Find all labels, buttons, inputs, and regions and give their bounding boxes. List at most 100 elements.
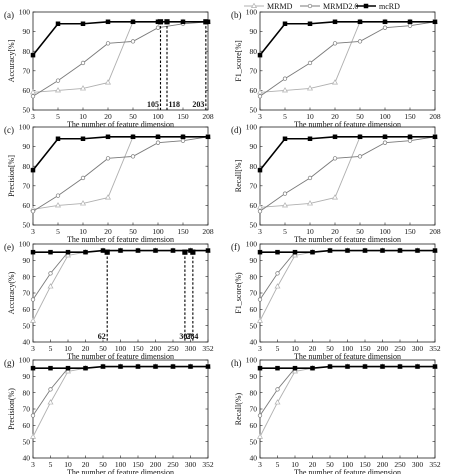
y-tick-label: 100 <box>19 240 31 249</box>
data-point <box>65 365 71 371</box>
data-point <box>257 94 263 99</box>
plot-frame <box>259 243 436 343</box>
y-tick-label: 80 <box>250 388 258 397</box>
data-point <box>282 136 288 142</box>
y-tick-label: 80 <box>23 162 31 171</box>
x-axis-label: The number of feature dimension <box>67 468 174 474</box>
x-tick-label: 20 <box>82 460 90 469</box>
data-point <box>357 154 363 159</box>
data-point <box>30 413 36 418</box>
legend-marker <box>307 3 313 9</box>
y-tick-label: 40 <box>23 338 31 347</box>
marker-label: 105 <box>147 100 159 109</box>
y-tick-label: 90 <box>23 372 31 381</box>
legend-marker <box>363 3 369 9</box>
y-tick-label: 40 <box>23 454 31 463</box>
data-point <box>30 297 36 302</box>
plot-frame <box>32 243 209 343</box>
y-tick-label: 100 <box>246 123 258 132</box>
legend: MRMD MRMD2.0 mcRD <box>244 2 400 11</box>
marker-square <box>104 249 110 255</box>
data-point <box>282 76 288 81</box>
marker-label: 118 <box>169 100 181 109</box>
x-tick-label: 150 <box>132 344 144 353</box>
series-mcrd <box>30 248 211 255</box>
series-line <box>32 136 209 212</box>
x-axis-label: The number of feature dimension <box>294 468 401 474</box>
y-tick-label: 60 <box>250 201 258 210</box>
y-tick-label: 60 <box>23 305 31 314</box>
y-tick-label: 100 <box>246 8 258 17</box>
x-tick-label: 5 <box>276 344 280 353</box>
data-point <box>83 365 88 371</box>
data-point <box>362 248 368 253</box>
series-line <box>259 250 435 321</box>
data-point <box>357 39 363 44</box>
data-point <box>55 136 61 142</box>
y-tick-label: 90 <box>250 372 258 381</box>
plot-frame <box>32 11 209 111</box>
data-point <box>55 78 61 83</box>
data-point <box>180 134 186 140</box>
x-tick-label: 10 <box>64 344 72 353</box>
x-tick-label: 5 <box>56 227 60 236</box>
x-tick-label: 3 <box>258 112 262 121</box>
y-tick-label: 100 <box>19 8 31 17</box>
series-line <box>259 250 435 300</box>
x-tick-label: 10 <box>291 344 299 353</box>
data-point <box>307 21 313 27</box>
y-tick-label: 90 <box>23 142 31 151</box>
x-tick-label: 3 <box>31 460 35 469</box>
marker-line-203: 203 <box>192 19 209 110</box>
data-point <box>306 85 314 91</box>
data-point <box>135 248 141 253</box>
data-point <box>188 364 193 369</box>
x-axis-label: The number of feature dimension <box>294 352 401 361</box>
data-point <box>382 140 388 145</box>
x-tick-label: 5 <box>283 227 287 236</box>
x-tick-label: 5 <box>283 112 287 121</box>
data-point <box>105 134 111 140</box>
y-tick-label: 70 <box>23 181 31 190</box>
data-point <box>47 399 54 405</box>
data-point <box>407 19 413 25</box>
series-mrmd <box>256 363 439 439</box>
legend-label: mcRD <box>379 2 400 11</box>
data-point <box>79 85 87 91</box>
panel-d: 50 60 70 80 90 100 3 5 10 20 50 100 150 208 The number… <box>231 123 441 244</box>
x-axis-label: The number of feature dimension <box>67 235 174 244</box>
data-point <box>345 364 350 369</box>
y-tick-label: 50 <box>23 437 31 446</box>
data-point <box>100 364 106 369</box>
data-point <box>345 248 350 253</box>
y-tick-label: 90 <box>250 27 258 36</box>
y-tick-label: 70 <box>250 405 258 414</box>
x-tick-label: 3 <box>31 227 35 236</box>
data-point <box>310 365 315 371</box>
legend-label: MRMD <box>267 2 293 11</box>
y-tick-label: 70 <box>250 66 258 75</box>
data-point <box>130 19 136 25</box>
x-tick-label: 150 <box>404 227 416 236</box>
series-mrmd20 <box>257 248 438 302</box>
series-mcrd <box>257 248 438 255</box>
data-point <box>382 134 388 140</box>
y-tick-label: 60 <box>250 421 258 430</box>
data-point <box>130 154 136 159</box>
data-point <box>30 365 36 371</box>
panel-label: (c) <box>4 125 14 135</box>
data-point <box>291 252 299 258</box>
data-point <box>415 248 420 253</box>
data-point <box>307 175 313 181</box>
x-tick-label: 10 <box>79 227 87 236</box>
x-tick-label: 352 <box>202 344 214 353</box>
marker-label: 284 <box>186 332 198 341</box>
x-tick-label: 50 <box>129 112 137 121</box>
y-tick-label: 50 <box>250 321 258 330</box>
y-tick-label: 90 <box>250 256 258 265</box>
y-tick-label: 60 <box>250 86 258 95</box>
data-point <box>362 364 368 369</box>
y-tick-label: 80 <box>23 388 31 397</box>
